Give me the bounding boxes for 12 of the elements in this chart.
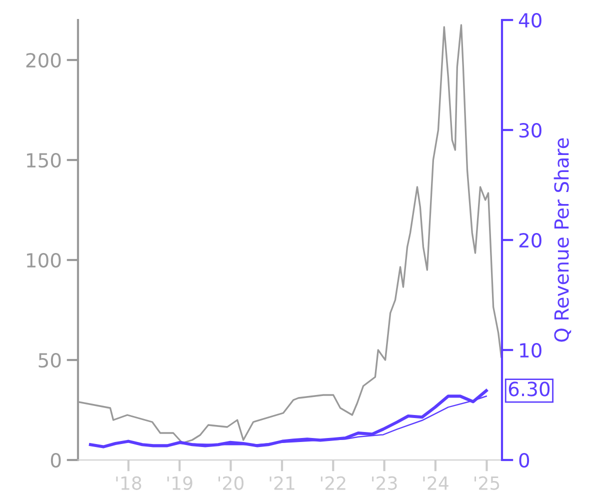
y2-tick-label: 10 <box>520 342 542 358</box>
y2-tick-label: 0 <box>519 452 530 468</box>
y2-tick-label: 40 <box>518 12 542 28</box>
y-tick-label: 100 <box>27 252 61 268</box>
y-tick-label: 50 <box>38 352 61 368</box>
y2-tick-label: 30 <box>519 122 542 138</box>
y2-axis-title: Q Revenue Per Share <box>554 138 572 342</box>
y-tick-label: 0 <box>50 452 61 468</box>
y-tick-label: 200 <box>26 52 61 68</box>
data-label: 6.30 <box>508 382 550 396</box>
y2-tick-label: 20 <box>519 232 542 248</box>
y-tick-label: 150 <box>27 152 61 168</box>
